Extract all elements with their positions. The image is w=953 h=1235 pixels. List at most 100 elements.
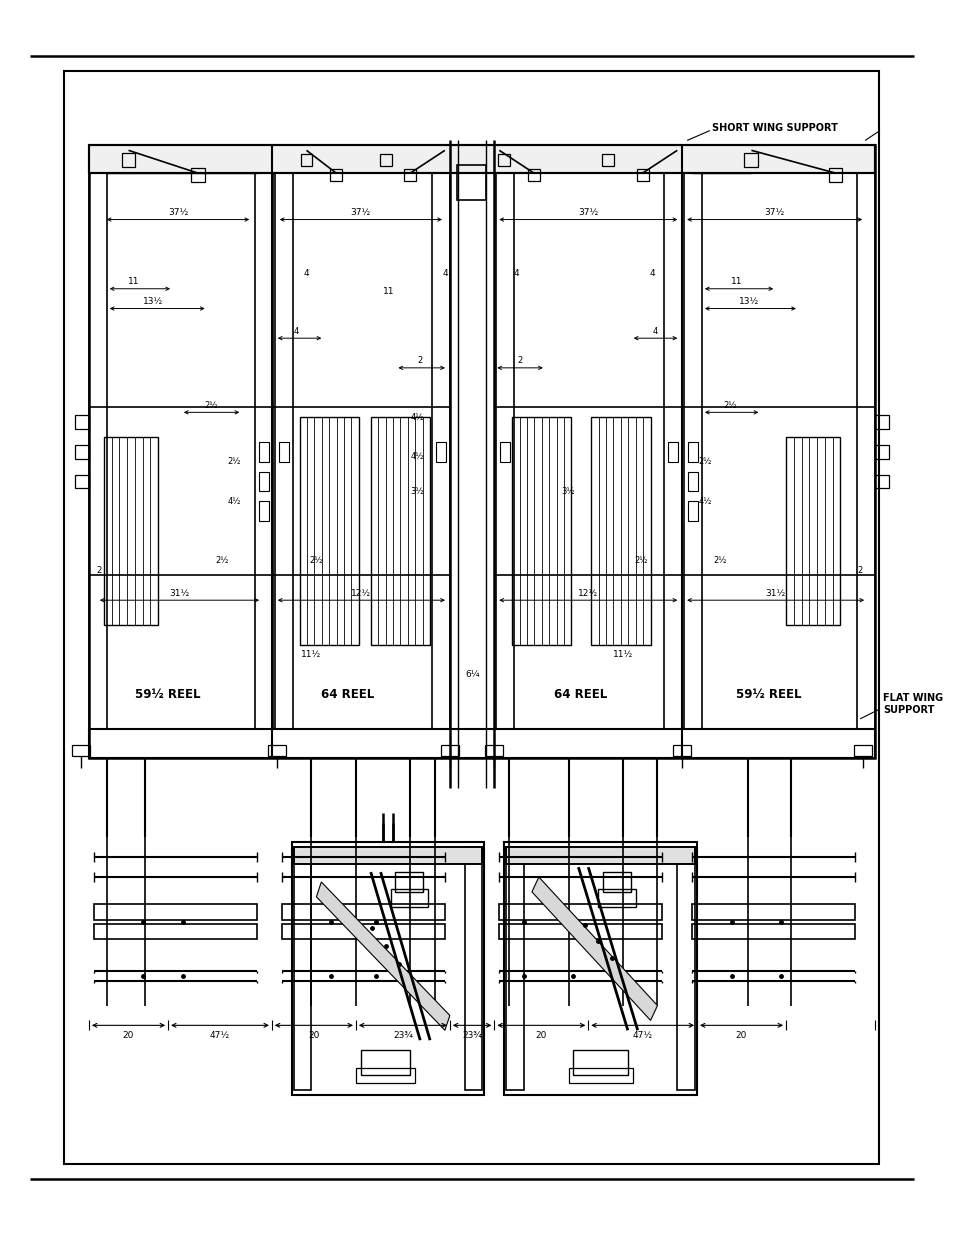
Text: 20: 20 — [123, 1031, 134, 1040]
Text: 2½: 2½ — [722, 401, 736, 410]
Text: 4½: 4½ — [227, 496, 240, 506]
Text: 2½: 2½ — [310, 556, 323, 566]
Polygon shape — [532, 877, 657, 1020]
Bar — [506, 847, 523, 1089]
Text: 12½: 12½ — [578, 589, 598, 598]
Text: 59½ REEL: 59½ REEL — [135, 688, 201, 700]
Text: 11: 11 — [382, 288, 394, 296]
Text: 20: 20 — [735, 1031, 746, 1040]
Bar — [292, 842, 484, 1094]
Bar — [743, 153, 758, 167]
Text: 2: 2 — [517, 357, 522, 366]
Bar — [89, 146, 874, 173]
Text: 37½: 37½ — [168, 209, 188, 217]
Bar — [456, 165, 486, 200]
Bar — [497, 154, 510, 167]
Bar — [75, 445, 89, 459]
Bar — [506, 847, 695, 864]
Bar — [687, 501, 698, 521]
Bar — [857, 173, 874, 729]
Bar — [75, 474, 89, 489]
Bar — [404, 169, 416, 182]
Bar — [677, 847, 695, 1089]
Bar — [498, 924, 661, 940]
Text: 47½: 47½ — [632, 1031, 652, 1040]
Text: 2½: 2½ — [712, 556, 725, 566]
Text: 59½ REEL: 59½ REEL — [736, 688, 801, 700]
Bar — [668, 442, 678, 462]
Text: 23¾: 23¾ — [461, 1031, 481, 1040]
Bar — [598, 889, 635, 906]
Bar — [278, 442, 289, 462]
Text: 20: 20 — [308, 1031, 319, 1040]
Text: 2½: 2½ — [698, 457, 711, 467]
Text: 2½: 2½ — [215, 556, 229, 566]
Bar — [274, 173, 293, 729]
Bar — [874, 474, 888, 489]
Bar — [72, 745, 90, 756]
Bar — [601, 154, 614, 167]
Text: 37½: 37½ — [578, 209, 598, 217]
Text: 4: 4 — [649, 269, 655, 278]
Text: 13½: 13½ — [739, 298, 759, 306]
Bar — [485, 745, 503, 756]
Bar — [691, 904, 854, 920]
Text: FLAT WING
SUPPORT: FLAT WING SUPPORT — [882, 693, 943, 715]
Text: 4½: 4½ — [410, 412, 423, 422]
Text: 23¾: 23¾ — [393, 1031, 413, 1040]
Text: 3½: 3½ — [561, 487, 575, 496]
Text: 2½: 2½ — [204, 401, 217, 410]
Text: 2: 2 — [857, 566, 862, 576]
Bar — [104, 437, 158, 625]
Bar — [853, 745, 871, 756]
Bar — [300, 154, 312, 167]
Bar — [573, 1050, 627, 1074]
Bar — [121, 153, 135, 167]
Bar — [93, 904, 256, 920]
Bar — [64, 72, 878, 1163]
Text: 37½: 37½ — [763, 209, 784, 217]
Text: 11: 11 — [730, 278, 741, 287]
Bar — [371, 417, 430, 645]
Bar — [691, 924, 854, 940]
Bar — [464, 847, 482, 1089]
Bar — [504, 842, 697, 1094]
Bar — [527, 169, 539, 182]
Text: 13½: 13½ — [143, 298, 163, 306]
Bar — [355, 1068, 415, 1083]
Text: 3½: 3½ — [410, 487, 423, 496]
Bar — [432, 173, 450, 729]
Text: 4½: 4½ — [698, 496, 711, 506]
Bar — [636, 169, 648, 182]
Text: 2: 2 — [417, 357, 422, 366]
Bar — [191, 168, 205, 182]
Text: 37½: 37½ — [351, 209, 371, 217]
Bar — [785, 437, 840, 625]
Polygon shape — [316, 882, 450, 1030]
Bar — [874, 415, 888, 429]
Bar — [89, 729, 874, 758]
Bar — [827, 168, 841, 182]
Bar — [89, 173, 107, 729]
Text: 4: 4 — [513, 269, 518, 278]
Bar — [281, 904, 444, 920]
Text: 20: 20 — [535, 1031, 546, 1040]
Bar — [259, 472, 269, 492]
Bar — [89, 146, 874, 758]
Bar — [390, 889, 428, 906]
Text: 11½: 11½ — [612, 650, 633, 659]
Text: 64 REEL: 64 REEL — [553, 688, 606, 700]
Text: 4: 4 — [303, 269, 309, 278]
Text: 64 REEL: 64 REEL — [321, 688, 375, 700]
Bar — [499, 442, 510, 462]
Text: 4: 4 — [294, 327, 299, 336]
Bar — [299, 417, 358, 645]
Bar — [683, 173, 701, 729]
Text: 31½: 31½ — [764, 589, 785, 598]
Bar — [663, 173, 681, 729]
Text: 4½: 4½ — [410, 452, 423, 462]
Text: 2½: 2½ — [227, 457, 240, 467]
Bar — [294, 847, 482, 864]
Bar — [294, 847, 482, 864]
Text: 11: 11 — [128, 278, 139, 287]
